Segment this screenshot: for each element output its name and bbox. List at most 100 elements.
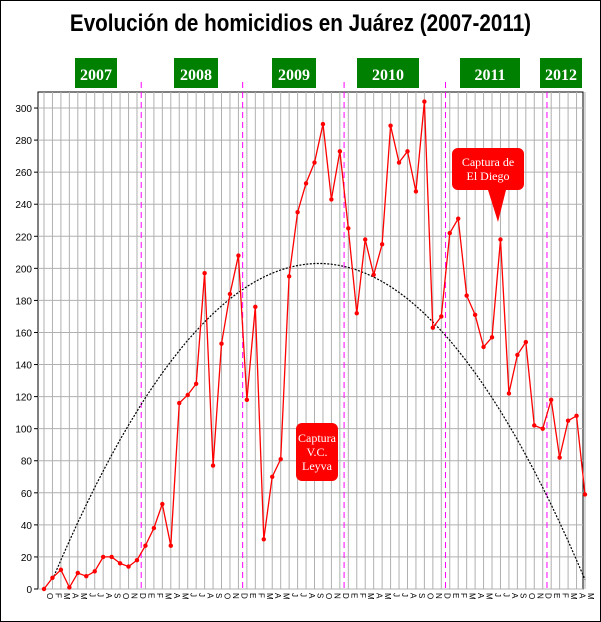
year-badge-2009: 2009	[272, 58, 316, 88]
data-point	[75, 570, 81, 576]
x-tick-label: E	[248, 593, 257, 598]
data-point	[379, 242, 385, 247]
x-tick-label: J	[96, 593, 105, 597]
chart-title: Evolución de homicidios en Juárez (2007-…	[69, 10, 532, 37]
x-tick-label: E	[552, 593, 561, 598]
data-point	[286, 274, 292, 279]
data-point	[464, 293, 469, 298]
x-tick-label: S	[417, 593, 426, 598]
year-badge-box	[540, 58, 582, 88]
year-badge-label: 2010	[372, 67, 404, 84]
data-point	[202, 270, 207, 276]
x-tick-label: A	[206, 593, 215, 599]
x-tick-label: A	[375, 593, 384, 599]
x-tick-label: A	[476, 593, 485, 599]
y-tick-label: 0	[26, 585, 32, 596]
x-tick-label: J	[501, 593, 510, 597]
callout-el-diego-line: Captura de	[462, 155, 514, 169]
x-tick-label: J	[493, 593, 502, 597]
y-tick-label: 100	[15, 425, 32, 436]
x-tick-label: A	[578, 593, 587, 599]
x-tick-label: S	[214, 593, 223, 598]
data-point	[565, 418, 571, 423]
x-tick-label: D	[239, 593, 248, 599]
data-point	[270, 474, 275, 479]
x-tick-label: D	[341, 593, 350, 599]
y-tick-label: 220	[15, 232, 32, 243]
x-tick-label: S	[316, 593, 325, 598]
data-point	[430, 325, 436, 330]
x-tick-label: N	[535, 593, 544, 599]
year-badge-label: 2009	[278, 67, 310, 84]
data-point	[515, 352, 520, 358]
y-tick-label: 260	[15, 168, 32, 179]
x-tick-label: M	[366, 593, 375, 600]
year-badge-2012: 2012	[540, 58, 582, 88]
year-badge-2007: 2007	[75, 58, 117, 88]
data-point	[58, 567, 64, 572]
year-badge-box	[75, 58, 117, 88]
x-tick-label: O	[324, 593, 333, 599]
y-tick-label: 160	[15, 328, 32, 339]
x-tick-label: J	[299, 593, 308, 597]
x-tick-label: A	[273, 593, 282, 599]
year-badge-label: 2011	[474, 67, 505, 84]
data-point	[396, 160, 402, 165]
x-tick-label: J	[392, 593, 401, 597]
year-badge-box	[174, 58, 218, 88]
y-tick-label: 200	[15, 264, 32, 275]
y-tick-label: 240	[15, 200, 32, 211]
x-tick-label: A	[408, 593, 417, 599]
x-tick-label: N	[332, 593, 341, 599]
x-tick-label: M	[383, 593, 392, 600]
data-point	[506, 391, 512, 396]
x-tick-label: F	[358, 593, 367, 598]
x-tick-label: A	[172, 593, 181, 599]
data-point	[227, 291, 233, 297]
x-tick-label: E	[451, 593, 460, 598]
x-tick-label: J	[400, 593, 409, 597]
year-badge-2008: 2008	[174, 58, 218, 88]
y-tick-label: 80	[21, 457, 33, 468]
callout-leyva-line: V.C.	[306, 445, 327, 459]
callout-el-diego-box	[452, 148, 524, 190]
year-badge-2011: 2011	[460, 58, 520, 88]
data-point	[337, 149, 343, 154]
x-tick-label: D	[442, 593, 451, 599]
callout-leyva-line: Leyva	[302, 459, 333, 473]
y-tick-label: 180	[15, 296, 32, 307]
data-point	[320, 121, 326, 127]
data-point	[210, 463, 216, 468]
data-point	[532, 423, 537, 428]
data-point	[253, 304, 258, 310]
data-point	[439, 314, 444, 319]
x-tick-label: M	[62, 593, 71, 600]
data-point	[582, 492, 588, 497]
data-point	[557, 455, 562, 460]
x-tick-label: J	[87, 593, 96, 597]
data-point	[422, 99, 427, 104]
x-tick-label: F	[155, 593, 164, 598]
y-tick-label: 140	[15, 361, 32, 372]
data-point	[41, 586, 47, 592]
x-tick-label: E	[146, 593, 155, 598]
x-tick-label: J	[197, 593, 206, 597]
data-point	[50, 575, 55, 580]
data-point	[168, 543, 173, 548]
data-point	[481, 344, 486, 350]
x-tick-label: N	[434, 593, 443, 599]
y-tick-label: 40	[21, 521, 33, 532]
year-badge-2010: 2010	[357, 58, 419, 88]
x-tick-label: M	[163, 593, 172, 600]
x-tick-label: F	[256, 593, 265, 598]
x-tick-label: E	[349, 593, 358, 598]
data-point	[143, 543, 148, 548]
data-point	[472, 312, 478, 318]
data-point	[388, 123, 393, 128]
data-point	[329, 197, 334, 202]
data-point	[193, 381, 199, 386]
x-tick-label: F	[53, 593, 62, 598]
x-tick-label: M	[569, 593, 578, 600]
